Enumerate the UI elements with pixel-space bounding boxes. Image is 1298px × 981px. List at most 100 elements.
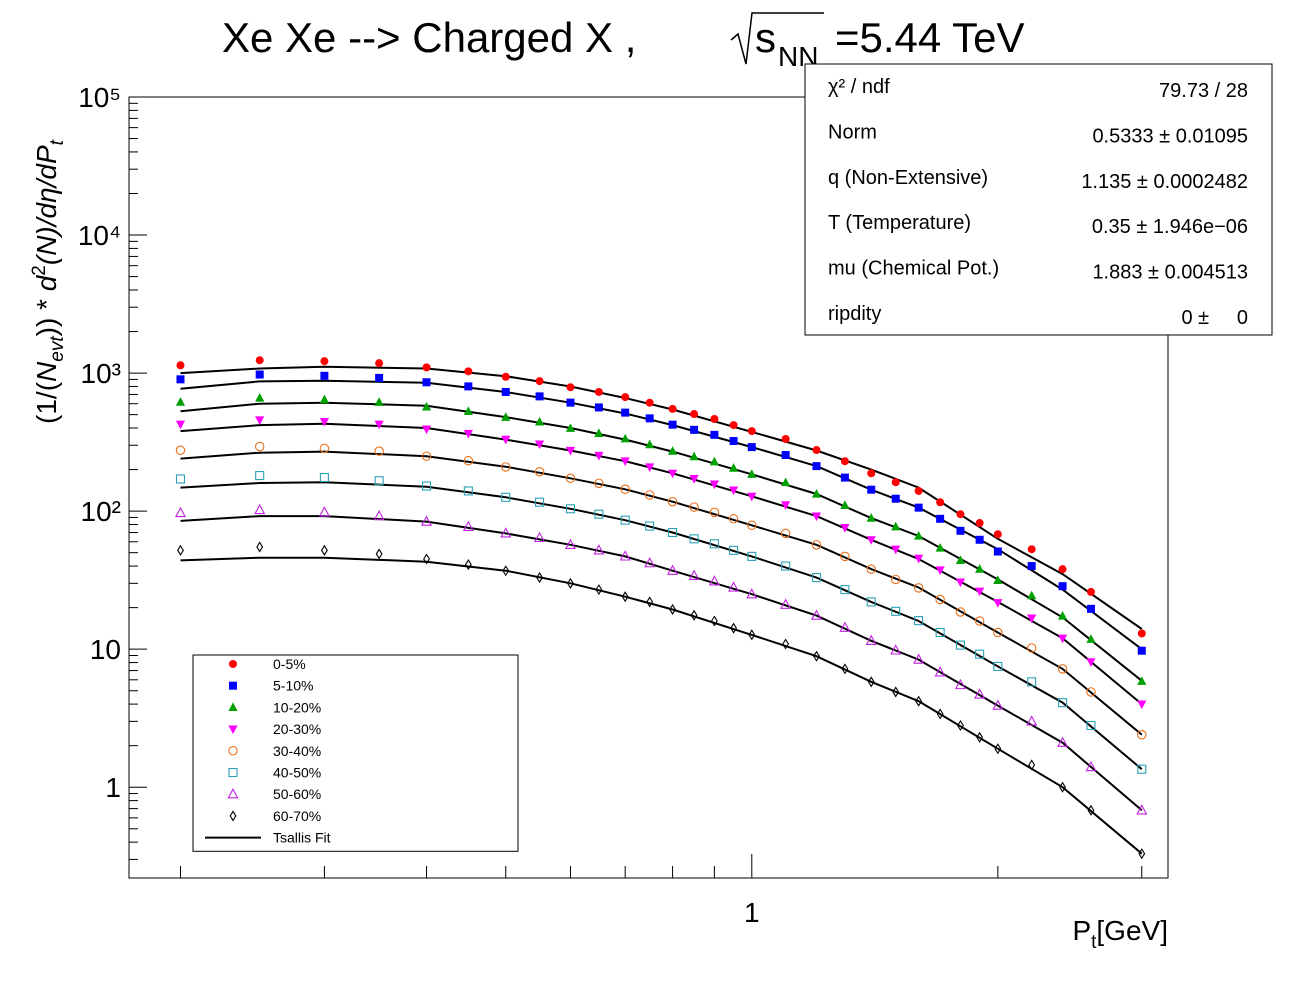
marker: [1137, 700, 1147, 710]
marker: [689, 451, 699, 461]
marker: [255, 356, 264, 365]
marker: [374, 476, 384, 486]
marker: [619, 550, 631, 561]
y-label-part: (1/(: [31, 381, 62, 424]
marker: [534, 466, 545, 477]
marker: [1028, 759, 1036, 771]
stats-value: 1.883 ± 0.004513: [1092, 262, 1248, 284]
marker: [728, 486, 739, 496]
marker: [710, 414, 719, 423]
marker: [866, 513, 876, 522]
marker: [1057, 610, 1068, 620]
marker: [781, 477, 791, 487]
sqrt-sign: [730, 12, 824, 65]
marker: [840, 457, 849, 466]
marker: [974, 688, 986, 699]
marker: [464, 367, 473, 376]
stats-value: 0 ± 0: [1181, 307, 1248, 329]
legend-label: 30-40%: [273, 743, 321, 759]
marker: [564, 538, 576, 549]
marker: [255, 393, 265, 402]
marker: [500, 462, 511, 472]
marker: [956, 510, 965, 519]
marker: [375, 359, 384, 368]
marker: [501, 387, 510, 396]
marker: [811, 512, 822, 522]
marker: [595, 584, 603, 596]
marker: [975, 587, 985, 597]
marker: [421, 515, 433, 526]
marker: [1027, 562, 1036, 571]
marker: [463, 429, 473, 439]
stats-label: mu (Chemical Pot.): [828, 258, 999, 280]
marker: [709, 507, 720, 518]
marker: [621, 393, 630, 402]
y-label-part: (N)/dη/dP: [31, 145, 62, 265]
marker: [319, 394, 330, 404]
marker: [935, 627, 945, 638]
marker: [690, 425, 699, 434]
marker: [1086, 634, 1096, 643]
marker: [620, 515, 630, 525]
marker: [993, 599, 1003, 608]
marker: [669, 603, 677, 615]
legend-label: 5-10%: [273, 678, 313, 694]
plot-area: [174, 356, 1148, 860]
marker: [914, 503, 923, 512]
marker: [841, 663, 849, 675]
marker: [811, 489, 822, 498]
marker: [175, 445, 186, 456]
marker: [535, 497, 545, 507]
stats-label: T (Temperature): [828, 212, 971, 234]
marker: [993, 661, 1003, 671]
legend-box: [192, 654, 519, 852]
marker: [1136, 804, 1148, 815]
marker: [891, 606, 901, 616]
marker: [747, 469, 757, 478]
legend-label: 10-20%: [273, 699, 321, 715]
marker: [747, 443, 756, 452]
marker: [594, 403, 603, 412]
marker: [421, 401, 432, 411]
marker: [975, 519, 984, 528]
marker: [993, 627, 1003, 638]
marker: [839, 621, 851, 632]
marker: [229, 681, 237, 690]
marker: [866, 564, 876, 574]
marker: [975, 649, 985, 659]
marker: [913, 583, 924, 593]
marker: [709, 539, 719, 549]
legend-label: 20-30%: [273, 721, 321, 737]
marker: [534, 416, 545, 426]
marker: [645, 463, 655, 472]
marker: [729, 437, 738, 446]
marker: [463, 406, 473, 415]
marker: [936, 498, 945, 507]
marker: [421, 451, 432, 461]
marker: [1057, 664, 1068, 674]
marker: [534, 440, 545, 450]
stats-value: 1.135 ± 0.0002482: [1081, 171, 1248, 193]
marker: [320, 544, 328, 556]
stats-label: χ² / ndf: [828, 76, 890, 98]
marker: [976, 731, 984, 743]
stats-value: 0.35 ± 1.946e−06: [1092, 216, 1248, 238]
stats-value: 0.5333 ± 0.01095: [1092, 125, 1248, 147]
marker: [620, 484, 630, 495]
title-rest: =5.44 TeV: [835, 14, 1025, 61]
marker: [228, 767, 238, 778]
marker: [464, 559, 472, 571]
marker: [689, 502, 699, 512]
marker: [840, 500, 850, 510]
marker: [421, 425, 432, 435]
legend-label: 40-50%: [273, 765, 321, 781]
marker: [913, 653, 925, 664]
marker: [867, 469, 876, 478]
marker: [463, 486, 473, 496]
marker: [956, 526, 965, 535]
marker: [780, 528, 791, 539]
marker: [501, 435, 511, 445]
marker: [935, 594, 945, 605]
marker: [1137, 646, 1146, 655]
marker: [747, 427, 756, 436]
